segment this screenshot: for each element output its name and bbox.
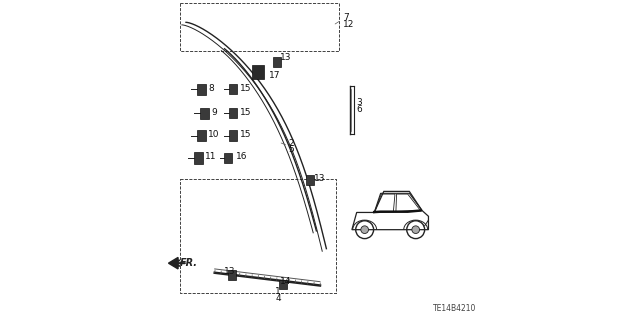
Polygon shape xyxy=(197,130,206,141)
Polygon shape xyxy=(194,152,203,164)
Text: 8: 8 xyxy=(209,84,214,93)
Text: 14: 14 xyxy=(280,277,291,286)
Polygon shape xyxy=(273,57,281,67)
Text: 11: 11 xyxy=(205,152,216,161)
Text: 4: 4 xyxy=(275,294,281,303)
Text: 12: 12 xyxy=(343,20,355,29)
Text: 16: 16 xyxy=(236,152,247,161)
Text: 13: 13 xyxy=(314,174,326,182)
Polygon shape xyxy=(229,130,237,141)
Text: TE14B4210: TE14B4210 xyxy=(433,304,476,313)
Text: 15: 15 xyxy=(240,130,252,139)
Polygon shape xyxy=(229,84,237,94)
Polygon shape xyxy=(168,257,178,269)
Text: 13: 13 xyxy=(224,267,236,276)
Text: 10: 10 xyxy=(208,130,220,139)
Polygon shape xyxy=(197,84,206,95)
Polygon shape xyxy=(306,175,314,185)
Text: 3: 3 xyxy=(356,98,362,107)
Text: FR.: FR. xyxy=(180,258,198,268)
Circle shape xyxy=(361,226,369,234)
Text: 15: 15 xyxy=(240,108,252,117)
Polygon shape xyxy=(200,108,209,119)
Polygon shape xyxy=(228,270,236,280)
Text: 17: 17 xyxy=(269,71,280,80)
Polygon shape xyxy=(229,108,237,118)
Text: 1: 1 xyxy=(275,287,281,296)
Text: 15: 15 xyxy=(240,84,252,93)
Text: 7: 7 xyxy=(343,13,349,22)
Text: 5: 5 xyxy=(288,145,294,154)
Polygon shape xyxy=(252,65,264,79)
Text: 6: 6 xyxy=(356,105,362,114)
Text: 9: 9 xyxy=(211,108,217,117)
Polygon shape xyxy=(280,280,287,289)
Circle shape xyxy=(412,226,420,234)
Text: 13: 13 xyxy=(280,53,292,62)
Text: 2: 2 xyxy=(288,139,294,148)
Polygon shape xyxy=(224,153,232,163)
